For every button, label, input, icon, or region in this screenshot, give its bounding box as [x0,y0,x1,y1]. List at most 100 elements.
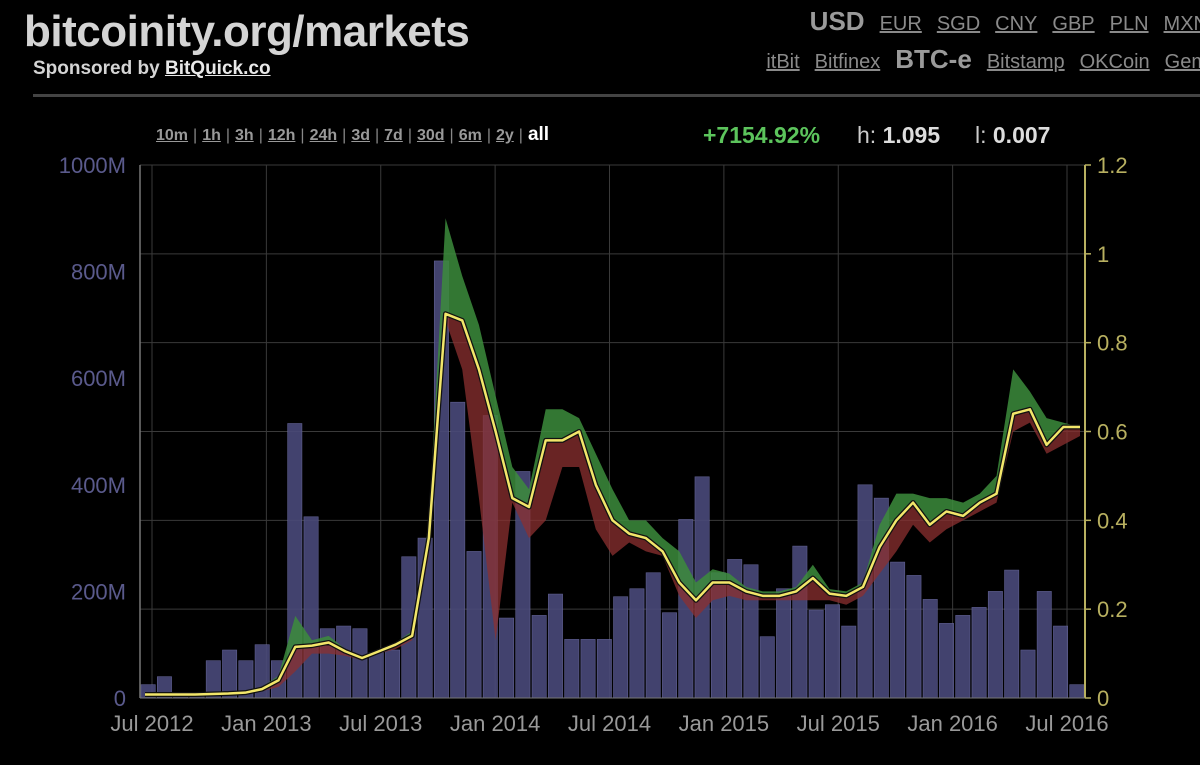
volume-bar [352,628,368,699]
volume-bar [1069,684,1085,699]
volume-bar [662,612,677,699]
range-separator: | [518,127,523,144]
range-separator: | [342,127,347,144]
site-title[interactable]: bitcoinity.org/markets [24,7,470,56]
x-axis-tick-label: Jan 2014 [450,711,541,736]
exchange-selector: itBit Bitfinex BTC-e Bitstamp OKCoin Gem [751,44,1200,75]
price-change: +7154.92% [703,122,821,148]
right-axis-tick-label: 1 [1097,242,1109,267]
range-all[interactable]: all [527,124,550,145]
high-label: h: [857,122,877,148]
exchange-btc-e[interactable]: BTC-e [895,44,972,74]
volume-bar [385,649,400,699]
range-1h[interactable]: 1h [202,127,221,144]
range-separator: | [407,127,412,144]
currency-cny[interactable]: CNY [995,13,1038,35]
right-axis-tick-label: 0.8 [1097,331,1128,356]
x-axis-tick-label: Jan 2015 [679,711,770,736]
volume-bar [531,615,547,699]
sponsor-prefix: Sponsored by [33,58,160,79]
x-axis-tick-label: Jan 2013 [221,711,312,736]
volume-bar [890,561,906,699]
high-stat: h: 1.095 [857,122,940,149]
range-separator: | [225,127,231,144]
range-2y[interactable]: 2y [495,127,514,144]
price-volume-chart[interactable]: 0 200M 400M 600M 800M 1000M 0 0.2 0.4 0.6 0.8 1 1.2 J… [0,150,1200,745]
currency-mxn[interactable]: MXN [1163,13,1200,35]
volume-bar [939,623,954,699]
currency-sgd[interactable]: SGD [936,13,981,35]
x-axis-tick-label: Jan 2016 [907,711,998,736]
low-value: 0.007 [992,122,1051,148]
range-separator: | [258,127,263,144]
left-axis-tick-label: 200M [71,579,126,604]
sponsor-link[interactable]: BitQuick.co [164,58,271,79]
volume-bar [1036,591,1052,699]
exchange-gem[interactable]: Gem [1164,51,1200,73]
volume-bar [743,564,759,699]
sponsor-line: Sponsored by BitQuick.co [33,58,271,80]
currency-gbp[interactable]: GBP [1052,13,1095,35]
range-3d[interactable]: 3d [351,127,370,144]
x-axis-tick-label: Jul 2013 [339,711,422,736]
exchange-bitstamp[interactable]: Bitstamp [986,51,1065,73]
volume-bar [629,588,645,699]
right-axis-tick-label: 0.6 [1097,420,1128,445]
high-band [145,218,1080,695]
exchange-okcoin[interactable]: OKCoin [1079,51,1150,73]
currency-eur[interactable]: EUR [879,13,922,35]
left-axis-tick-label: 400M [71,473,126,498]
right-axis-tick-label: 0 [1097,686,1109,711]
high-value: 1.095 [882,122,941,148]
volume-bar [548,593,563,699]
volume-bar [987,591,1003,699]
left-axis-tick-label: 1000M [59,153,126,178]
volume-bar [450,401,466,699]
volume-bar [596,639,612,699]
volume-bar [955,615,971,699]
volume-bar [466,551,482,699]
range-10m[interactable]: 10m [156,127,189,144]
volume-bar [792,545,808,699]
range-separator: | [193,127,198,144]
volume-bar [336,625,352,699]
volume-bar [368,652,384,699]
currency-pln[interactable]: PLN [1109,13,1149,35]
x-axis-tick-label: Jul 2015 [797,711,880,736]
right-axis-tick-label: 0.4 [1097,508,1128,533]
volume-bar [1004,569,1020,699]
left-axis-tick-label: 800M [71,260,126,285]
currency-selector: USD EUR SGD CNY GBP PLN MXN [795,6,1200,37]
left-axis-tick-label: 600M [71,366,126,391]
volume-bar [303,516,319,699]
low-label: l: [975,122,987,148]
volume-bar [580,639,596,699]
range-separator: | [300,127,305,144]
right-axis-tick-label: 0.2 [1097,597,1128,622]
volume-bar [1053,625,1069,699]
volume-bar [808,609,824,699]
volume-bar [759,636,775,699]
range-separator: | [374,127,380,144]
volume-bar [564,639,580,699]
range-7d[interactable]: 7d [384,127,403,144]
currency-usd[interactable]: USD [809,6,865,36]
range-6m[interactable]: 6m [458,127,482,144]
header-divider [33,94,1200,97]
range-separator: | [486,127,491,144]
volume-bar [776,588,792,699]
range-12h[interactable]: 12h [267,127,296,144]
volume-bar [613,596,629,699]
volume-bar [906,575,922,699]
low-stat: l: 0.007 [975,122,1050,149]
range-24h[interactable]: 24h [309,127,338,144]
volume-bar [825,604,840,699]
exchange-bitfinex[interactable]: Bitfinex [814,51,881,73]
exchange-itbit[interactable]: itBit [766,51,800,73]
range-3h[interactable]: 3h [235,127,254,144]
volume-bar [645,572,661,699]
range-30d[interactable]: 30d [416,127,445,144]
right-axis-tick-label: 1.2 [1097,153,1128,178]
x-axis-tick-label: Jul 2016 [1025,711,1108,736]
left-axis-tick-label: 0 [114,686,126,711]
